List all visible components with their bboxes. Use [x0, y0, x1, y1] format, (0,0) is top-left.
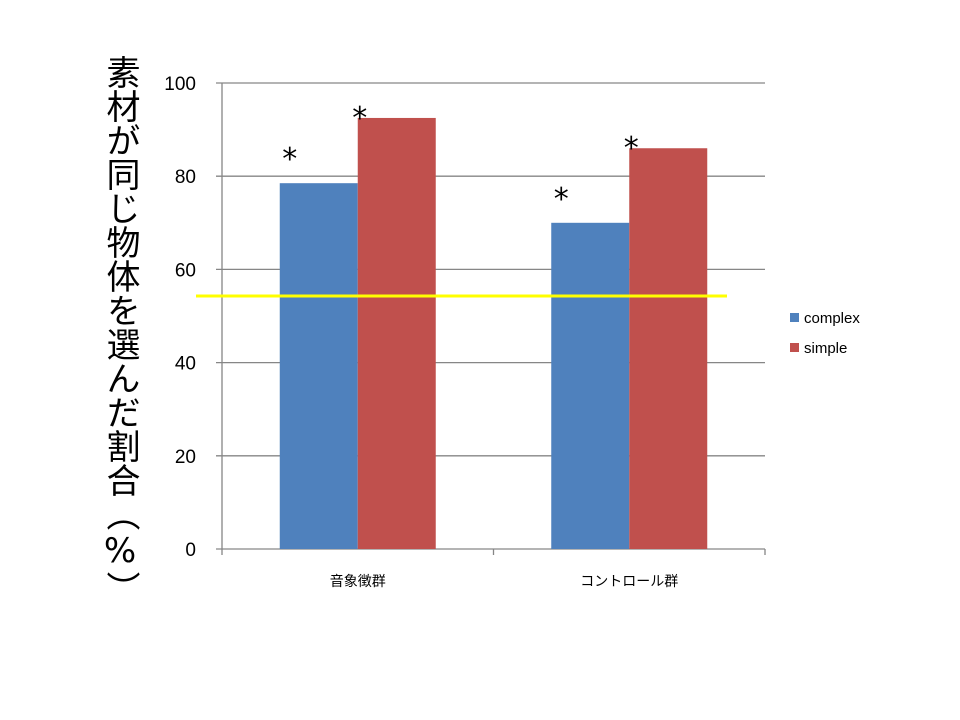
y-tick-label: 20	[175, 447, 196, 468]
y-axis-label: 素材が同じ物体を選んだ割合（%）	[100, 55, 140, 605]
x-category-label: 音象徴群	[330, 573, 386, 590]
y-tick-label: 0	[185, 540, 196, 561]
legend-swatch-simple	[790, 343, 799, 352]
y-tick-label: 40	[175, 354, 196, 375]
legend-label-complex: complex	[804, 310, 860, 327]
y-tick-label: 100	[164, 74, 196, 95]
legend-swatch-complex	[790, 313, 799, 322]
y-tick-label: 80	[175, 167, 196, 188]
x-category-label: コントロール群	[580, 574, 678, 590]
significance-asterisk: *	[352, 101, 367, 136]
bar-simple	[357, 117, 436, 549]
bar-simple	[629, 148, 708, 550]
bar-complex	[279, 183, 358, 549]
significance-asterisk: *	[624, 131, 639, 166]
significance-asterisk: *	[554, 182, 569, 217]
significance-asterisk: *	[282, 142, 297, 177]
bar-complex	[551, 222, 630, 550]
y-tick-label: 60	[175, 260, 196, 281]
legend-label-simple: simple	[804, 340, 847, 357]
